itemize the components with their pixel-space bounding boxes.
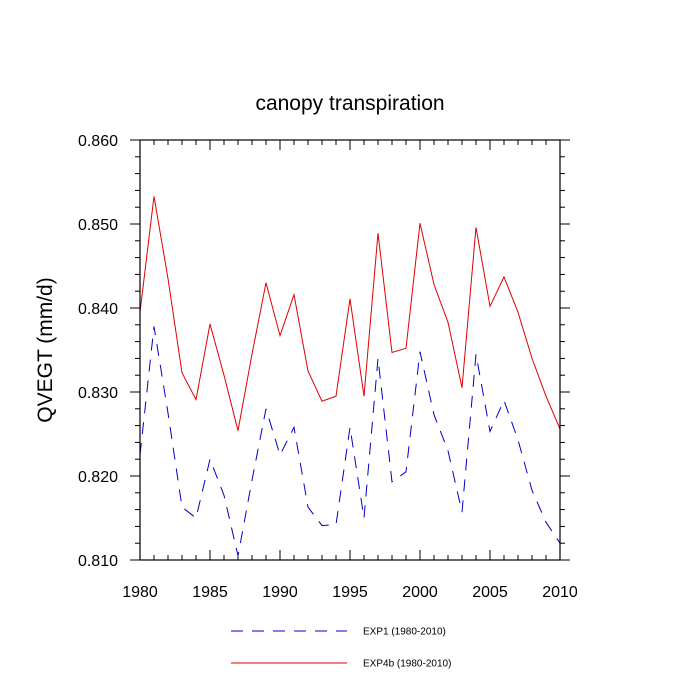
y-tick-label: 0.860 — [78, 133, 118, 150]
x-tick-label: 1980 — [122, 584, 158, 601]
x-tick-label: 1995 — [332, 584, 368, 601]
y-tick-label: 0.820 — [78, 469, 118, 486]
x-tick-label: 1990 — [262, 584, 298, 601]
series-lines — [139, 196, 561, 556]
x-tick-label: 2000 — [402, 584, 438, 601]
plot-frame — [139, 139, 561, 561]
y-tick-label: 0.840 — [78, 301, 118, 318]
x-tick-label: 2005 — [472, 584, 508, 601]
x-tick-label: 2010 — [542, 584, 578, 601]
legend: EXP1 (1980-2010) EXP4b (1980-2010) — [231, 627, 451, 670]
x-tick-label: 1985 — [192, 584, 228, 601]
axis-tick-labels: 1980 1985 1990 1995 2000 2005 2010 0.810 0.820 0.… — [78, 133, 578, 601]
series-line-2 — [139, 196, 561, 431]
y-axis-label: QVEGT (mm/d) — [34, 277, 57, 422]
y-tick-label: 0.810 — [78, 553, 118, 570]
y-tick-label: 0.830 — [78, 385, 118, 402]
axis-ticks — [130, 139, 570, 561]
chart-title: canopy transpiration — [255, 92, 444, 115]
series-line-1 — [139, 326, 561, 556]
y-tick-label: 0.850 — [78, 217, 118, 234]
legend-label: EXP4b (1980-2010) — [363, 659, 451, 670]
legend-label: EXP1 (1980-2010) — [363, 627, 446, 638]
